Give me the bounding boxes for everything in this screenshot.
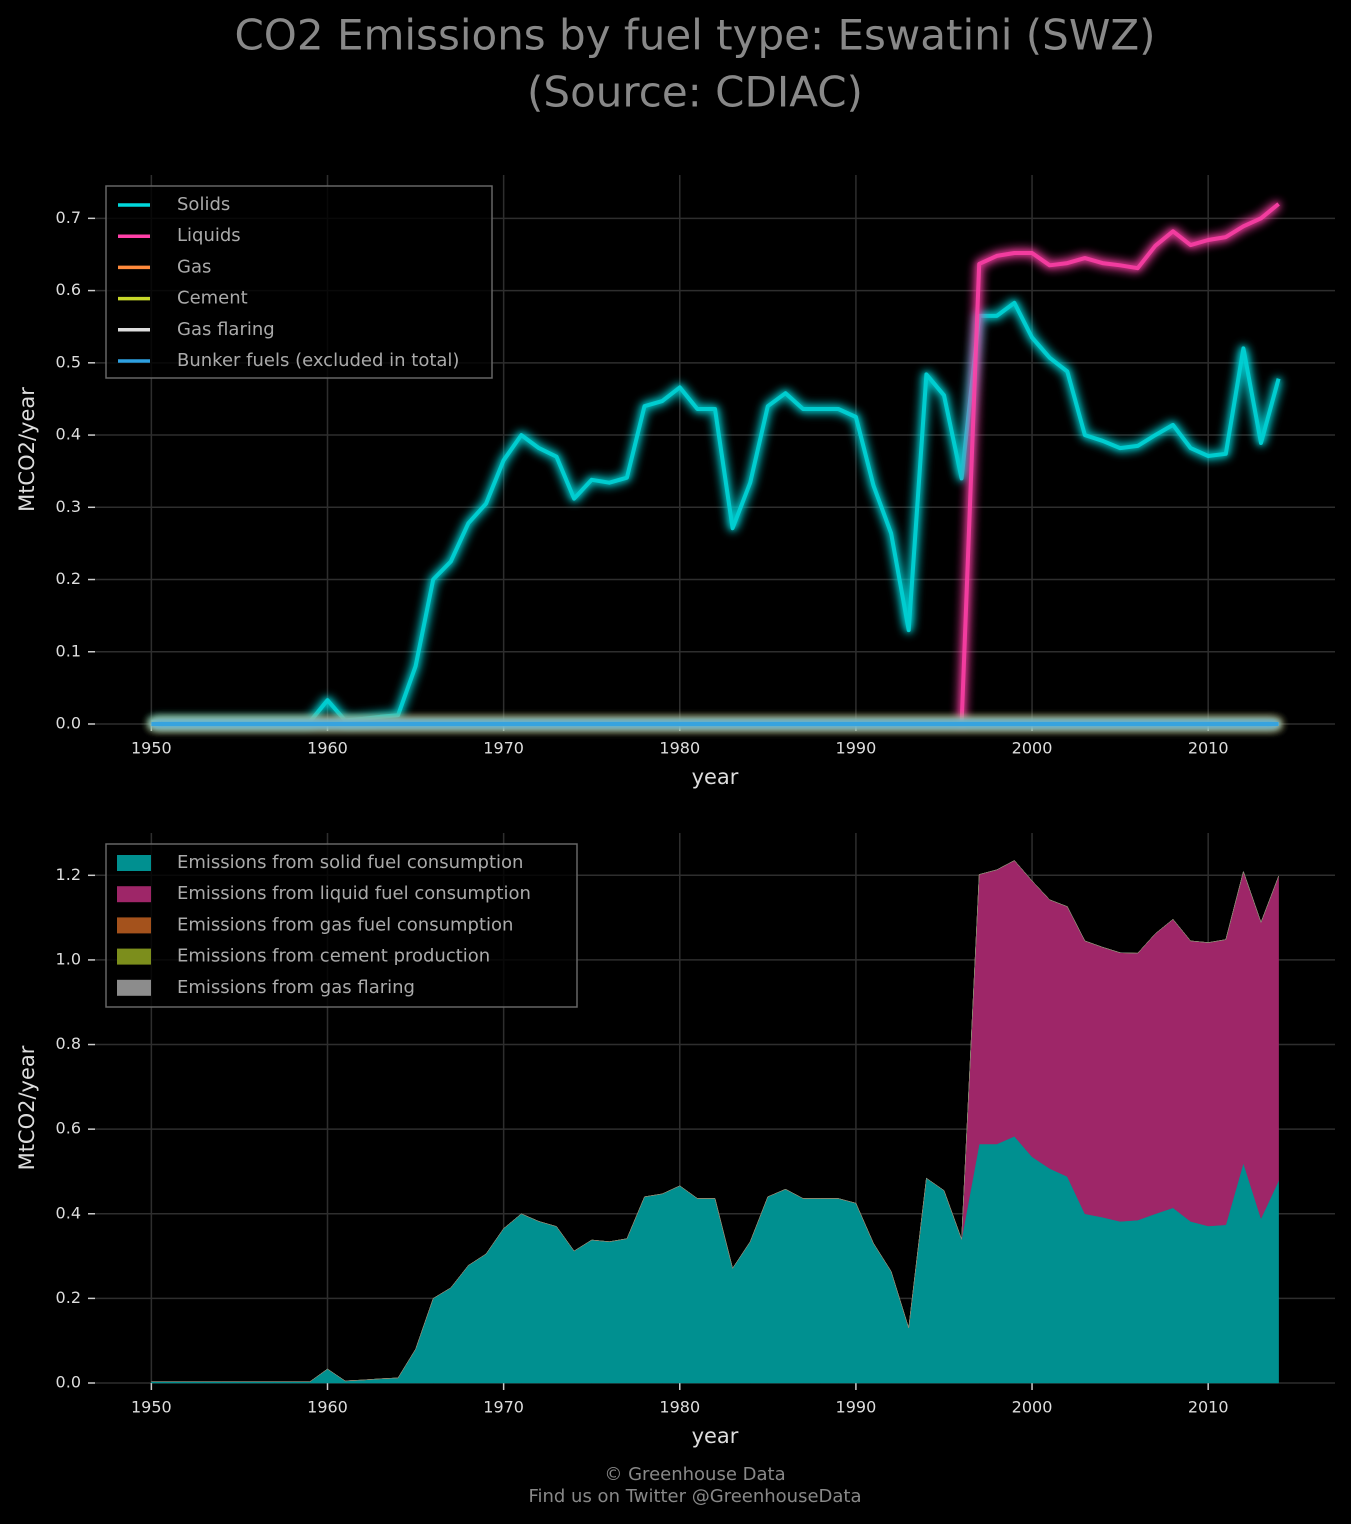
y-tick-label: 0.7 (56, 208, 81, 227)
x-tick-label: 1970 (483, 1398, 524, 1417)
y-tick-label: 0.6 (56, 1119, 81, 1138)
legend-swatch (117, 948, 151, 965)
x-tick-label: 1980 (659, 1398, 700, 1417)
title: CO2 Emissions by fuel type: Eswatini (SW… (234, 11, 1155, 60)
y-tick-label: 0.2 (56, 1288, 81, 1307)
series-area (151, 860, 1279, 1382)
x-tick-label: 2000 (1012, 1398, 1053, 1417)
x-tick-label: 1970 (483, 739, 524, 758)
x-tick-label: 2000 (1012, 739, 1053, 758)
y-axis-label: MtCO2/year (15, 387, 39, 512)
y-tick-label: 0.2 (56, 569, 81, 588)
series-line (151, 300, 1281, 724)
x-tick-label: 2010 (1188, 1398, 1229, 1417)
footer: Find us on Twitter @GreenhouseData (528, 1486, 861, 1507)
y-tick-label: 1.0 (56, 949, 81, 968)
legend-label: Solids (177, 194, 230, 215)
x-tick-label: 1980 (659, 739, 700, 758)
x-tick-label: 1960 (307, 1398, 348, 1417)
series-line (959, 202, 1280, 725)
y-tick-label: 0.4 (56, 1203, 81, 1222)
subtitle: (Source: CDIAC) (527, 68, 863, 117)
x-axis-label: year (692, 765, 739, 789)
legend-label: Emissions from gas fuel consumption (177, 914, 513, 935)
x-tick-label: 1960 (307, 739, 348, 758)
legend-swatch (117, 855, 151, 871)
x-tick-label: 1990 (836, 739, 877, 758)
x-tick-label: 1990 (836, 1398, 877, 1417)
y-tick-label: 0.3 (56, 497, 81, 516)
legend-box (105, 843, 578, 1008)
legend-label: Liquids (177, 225, 241, 246)
y-tick-label: 0.6 (56, 280, 81, 299)
y-tick-label: 0.1 (56, 641, 81, 660)
y-tick-label: 0.0 (56, 1373, 81, 1392)
legend-label: Cement (177, 288, 248, 309)
legend-swatch (117, 979, 151, 996)
x-tick-label: 1950 (131, 1398, 172, 1417)
legend-label: Bunker fuels (excluded in total) (177, 350, 459, 371)
legend-swatch (117, 917, 151, 934)
x-axis-label: year (692, 1424, 739, 1448)
footer: © Greenhouse Data (604, 1464, 785, 1485)
legend-label: Gas (177, 256, 211, 277)
legend-label: Emissions from cement production (177, 946, 490, 967)
x-tick-label: 1950 (131, 739, 172, 758)
y-tick-label: 0.8 (56, 1034, 81, 1053)
legend-swatch (117, 886, 151, 903)
x-tick-label: 2010 (1188, 739, 1229, 758)
y-tick-label: 1.2 (56, 865, 81, 884)
y-tick-label: 0.0 (56, 714, 81, 733)
y-tick-label: 0.5 (56, 352, 81, 371)
legend-label: Emissions from gas flaring (177, 977, 415, 998)
legend-box (105, 185, 493, 379)
legend-label: Gas flaring (177, 319, 275, 340)
y-axis-label: MtCO2/year (15, 1045, 39, 1170)
legend-label: Emissions from liquid fuel consumption (177, 883, 531, 904)
legend-label: Emissions from solid fuel consumption (177, 852, 523, 873)
y-tick-label: 0.4 (56, 425, 81, 444)
